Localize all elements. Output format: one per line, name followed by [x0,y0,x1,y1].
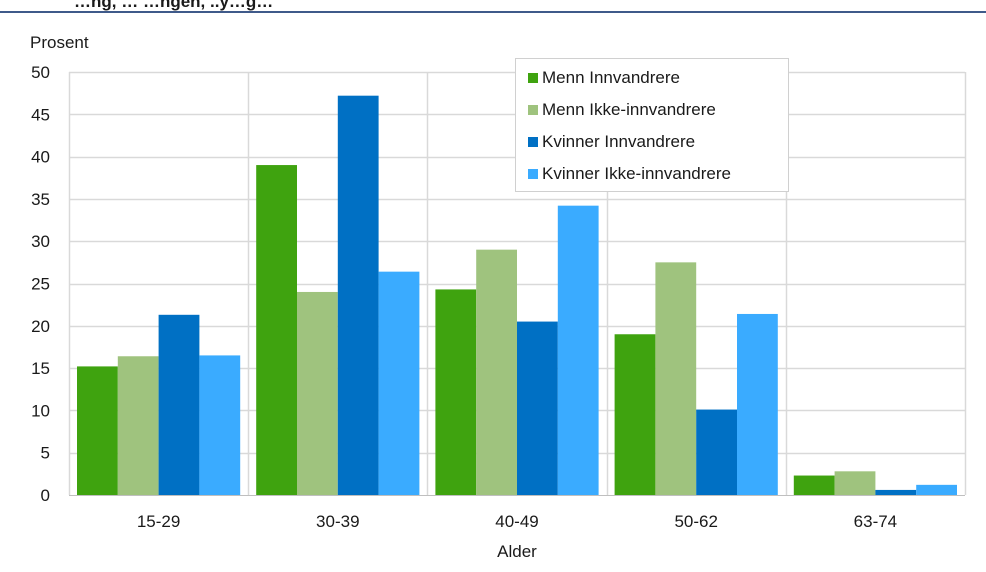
bar-30-39-1 [297,291,338,495]
title-divider [0,11,986,13]
y-tick-label: 5 [41,444,50,463]
bar-40-49-2 [517,321,558,495]
bars [77,95,957,496]
bar-63-74-2 [875,489,917,495]
y-tick-label: 40 [31,148,50,167]
y-tick-label: 50 [31,63,50,82]
y-tick-label: 10 [31,401,50,420]
bar-50-62-0 [614,334,656,495]
y-tick-label: 25 [31,275,50,294]
bar-40-49-1 [476,249,517,495]
x-axis-label: Alder [497,542,537,561]
legend-item: Kvinner Ikke-innvandrere [528,158,788,190]
y-tick-label: 35 [31,190,50,209]
bar-15-29-0 [77,366,118,495]
bar-63-74-0 [793,475,835,495]
bar-15-29-2 [158,314,200,495]
legend-label: Kvinner Ikke-innvandrere [542,164,731,183]
legend: Menn Innvandrere Menn Ikke-innvandrere Kvi… [515,58,789,192]
y-tick-label: 15 [31,359,50,378]
y-tick-label: 30 [31,232,50,251]
legend-item: Kvinner Innvandrere [528,126,788,158]
bar-30-39-2 [337,95,379,496]
y-tick-label: 45 [31,105,50,124]
x-tick-labels: 15-29 30-39 40-49 50-62 63-74 [137,512,897,531]
chart-title-strip: …ng, … …ngen, ..y…g… [0,0,986,16]
bar-63-74-3 [916,484,957,495]
y-tick-labels: 0 5 10 15 20 25 30 35 40 45 50 [31,63,50,505]
x-tick-label: 30-39 [316,512,359,531]
y-axis-label: Prosent [30,33,89,52]
x-tick-label: 40-49 [495,512,538,531]
bar-40-49-3 [557,205,599,495]
bar-30-39-3 [378,271,420,495]
legend-swatch [528,169,538,179]
x-tick-label: 50-62 [674,512,717,531]
bar-50-62-3 [737,313,778,495]
bar-40-49-0 [435,289,477,495]
legend-item: Menn Innvandrere [528,62,788,94]
y-tick-label: 20 [31,317,50,336]
legend-item: Menn Ikke-innvandrere [528,94,788,126]
legend-swatch [528,137,538,147]
legend-label: Kvinner Innvandrere [542,132,696,151]
x-tick-label: 15-29 [137,512,180,531]
x-tick-label: 63-74 [854,512,897,531]
bar-30-39-0 [256,165,297,495]
bar-50-62-2 [696,409,737,495]
legend-swatch [528,73,538,83]
legend-label: Menn Innvandrere [542,68,680,87]
chart-title: …ng, … …ngen, ..y…g… [74,0,274,11]
y-tick-label: 0 [41,486,50,505]
legend-label: Menn Ikke-innvandrere [542,100,716,119]
bar-15-29-3 [199,355,241,495]
legend-swatch [528,105,538,115]
bar-63-74-1 [834,471,876,495]
bar-50-62-1 [655,262,697,495]
bar-15-29-1 [117,356,159,495]
